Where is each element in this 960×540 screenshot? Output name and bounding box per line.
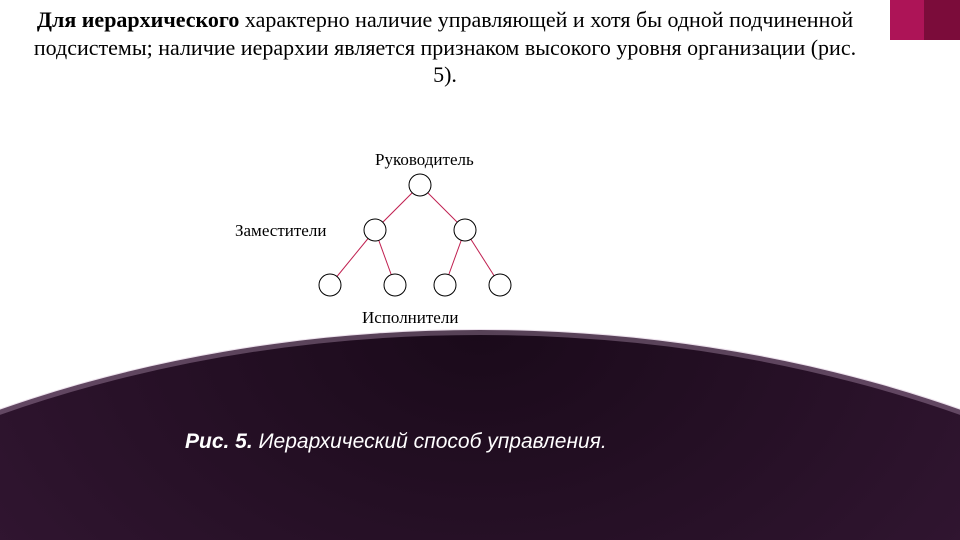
tree-node [454,219,476,241]
diagram-nodes [319,174,511,296]
tree-node [384,274,406,296]
tree-node [364,219,386,241]
tree-node [489,274,511,296]
slide: Для иерархического характерно наличие уп… [0,0,960,540]
hierarchy-diagram [0,0,960,220]
figure-caption: Рис. 5. Иерархический способ управления. [185,430,607,454]
diagram-label: Исполнители [362,308,458,328]
diagram-label: Заместители [235,221,326,241]
caption-bold: Рис. 5. [185,430,253,453]
tree-node [409,174,431,196]
caption-rest: Иерархический способ управления. [253,430,607,453]
tree-node [434,274,456,296]
diagram-label: Руководитель [375,150,474,170]
tree-node [319,274,341,296]
